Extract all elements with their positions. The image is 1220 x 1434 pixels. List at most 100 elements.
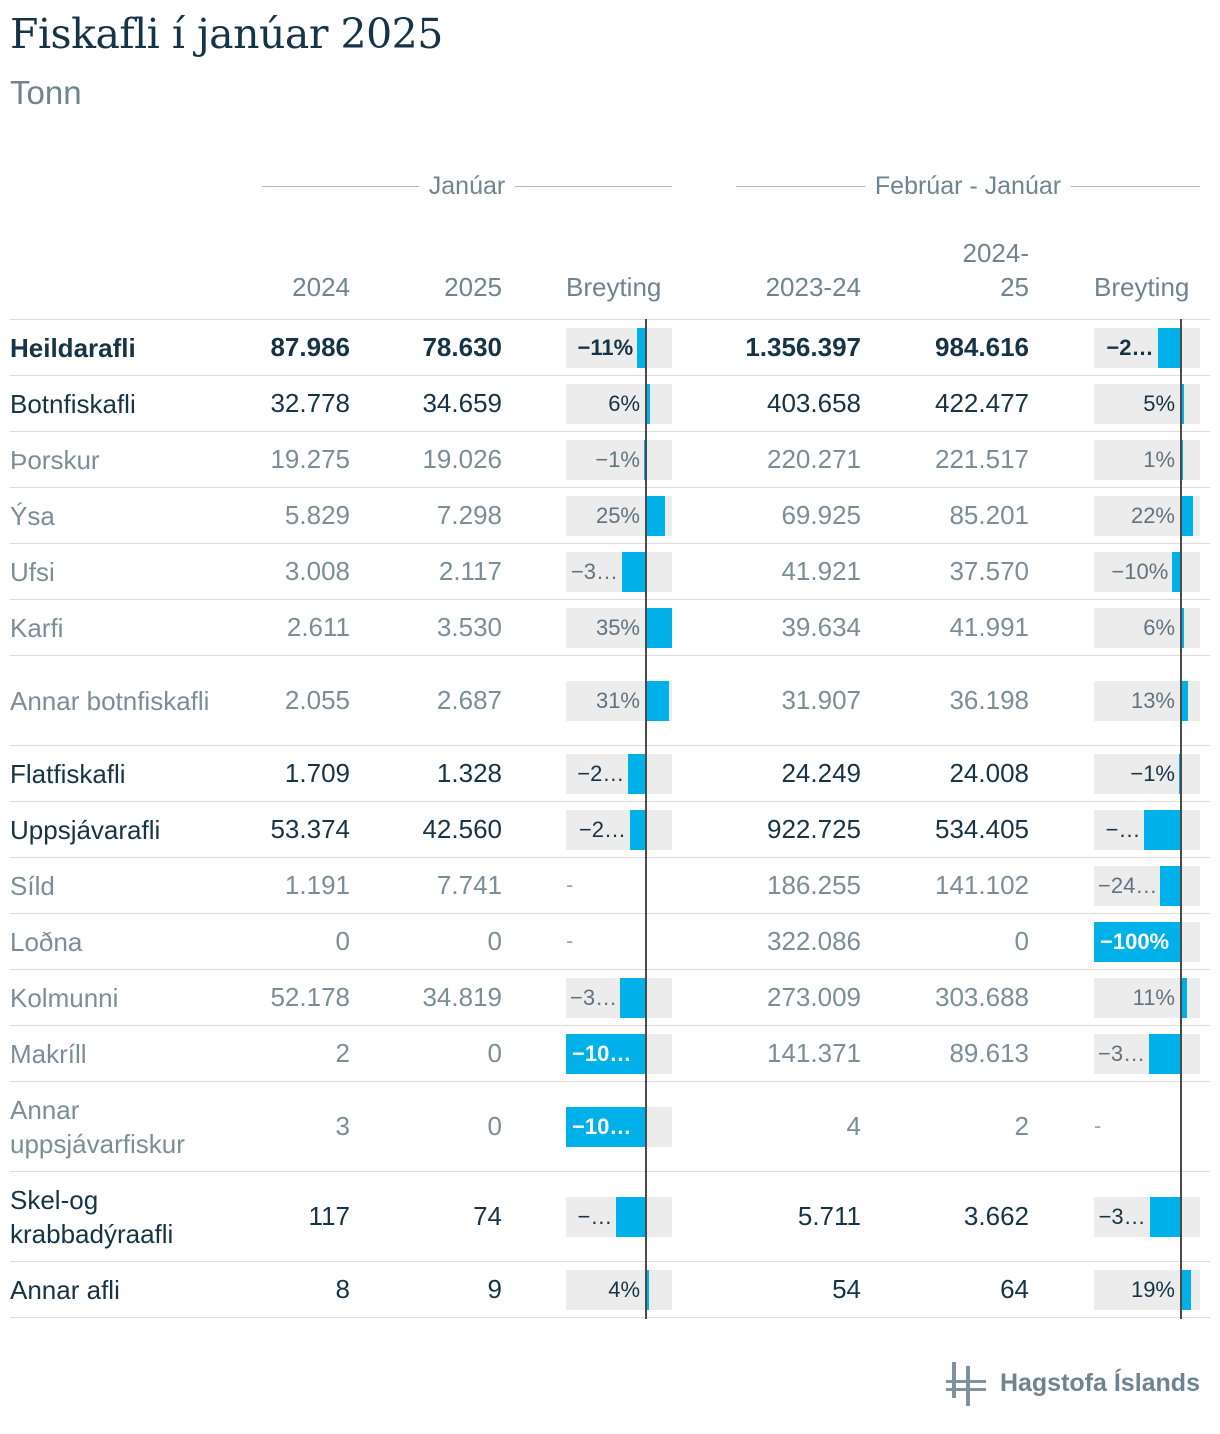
value-2023-24: 220.271	[767, 444, 861, 474]
table-row: Síld 1.191 7.741 186.255 141.102 - −24…	[10, 857, 1210, 913]
value-2024-25: 89.613	[949, 1038, 1029, 1068]
value-2023-24: 403.658	[767, 388, 861, 418]
change-label: −10…	[572, 1040, 632, 1066]
chart-title: Fiskafli í janúar 2025	[10, 10, 443, 58]
row-name: Annar afli	[10, 1274, 120, 1305]
change-label: 5%	[1143, 390, 1175, 416]
table-row: Karfi 2.611 3.530 39.634 41.991 35% 6%	[10, 599, 1210, 655]
row-name: Skel-og krabbadýraafli	[10, 1184, 174, 1249]
row-name: Þorskur	[10, 444, 100, 475]
value-jan-2025: 74	[473, 1201, 502, 1231]
change-bar-period: −3…	[1094, 1033, 1200, 1074]
value-2024-25: 303.688	[935, 982, 1029, 1012]
change-bar-fill	[566, 1106, 646, 1147]
change-label: 6%	[1143, 614, 1175, 640]
change-label: −11%	[577, 334, 634, 360]
change-bar-track	[566, 551, 672, 592]
value-jan-2024: 2.055	[284, 685, 350, 715]
group-header-january: Janúar	[262, 172, 672, 202]
change-label: −3…	[570, 984, 616, 1010]
change-bar-track	[566, 327, 672, 368]
change-bar-fill	[619, 977, 646, 1018]
group-header-period: Febrúar - Janúar	[736, 172, 1200, 202]
change-bar-fill	[1144, 809, 1181, 850]
change-bar-fill	[646, 680, 670, 721]
row-name: Annar botnfiskafli	[10, 685, 210, 716]
change-bar-period: 19%	[1094, 1269, 1200, 1310]
change-bar-fill	[1181, 1269, 1192, 1310]
row-name: Heildarafli	[10, 332, 136, 363]
column-header-2024: 2024	[292, 272, 350, 302]
value-jan-2025: 78.630	[422, 332, 502, 362]
data-table: Heildarafli 87.986 78.630 1.356.397 984.616 −…	[10, 319, 1210, 1318]
change-bar-fill	[1160, 865, 1181, 906]
value-2023-24: 922.725	[767, 814, 861, 844]
change-label: −10…	[572, 1113, 632, 1139]
table-row: Ýsa 5.829 7.298 69.925 85.201 25% 22%	[10, 487, 1210, 543]
value-2024-25: 0	[1014, 926, 1029, 956]
value-2024-25: 221.517	[935, 444, 1029, 474]
value-2023-24: 31.907	[781, 685, 861, 715]
value-jan-2025: 3.530	[436, 612, 502, 642]
change-label: −…	[577, 1203, 613, 1229]
logo: Hagstofa Íslands	[945, 1358, 1200, 1408]
change-label: −10%	[1111, 558, 1169, 584]
table-row: Annar uppsjávarfiskur 3 0 4 2 −10… -	[10, 1081, 1210, 1171]
value-jan-2025: 0	[487, 1038, 502, 1068]
change-bar-january: −…	[566, 1196, 672, 1237]
change-bar-fill	[646, 383, 651, 424]
row-name: Botnfiskafli	[10, 388, 136, 419]
change-bar-track	[566, 1269, 672, 1310]
change-axis-period	[1180, 319, 1182, 1319]
change-bar-period: 6%	[1094, 607, 1200, 648]
change-empty-january: -	[566, 927, 574, 953]
value-2023-24: 24.249	[781, 758, 861, 788]
change-bar-january: −11%	[566, 327, 672, 368]
value-2024-25: 41.991	[949, 612, 1029, 642]
hagstofa-logo-icon	[945, 1362, 986, 1406]
value-jan-2024: 8	[335, 1274, 350, 1304]
change-bar-january: −2…	[566, 753, 672, 794]
value-2023-24: 141.371	[767, 1038, 861, 1068]
column-header-2024-25: 2024- 25	[829, 236, 1030, 304]
change-bar-track	[566, 383, 672, 424]
change-bar-january: −3…	[566, 551, 672, 592]
value-jan-2024: 1.191	[284, 870, 350, 900]
value-2024-25: 36.198	[949, 685, 1029, 715]
value-jan-2024: 5.829	[284, 500, 350, 530]
change-bar-fill	[616, 1196, 646, 1237]
value-jan-2024: 1.709	[284, 758, 350, 788]
change-bar-january: −2…	[566, 809, 672, 850]
change-label: 13%	[1130, 687, 1175, 713]
change-bar-track	[566, 809, 672, 850]
change-bar-fill	[646, 1269, 649, 1310]
change-bar-track	[1094, 753, 1200, 794]
value-jan-2024: 32.778	[270, 388, 350, 418]
change-label: −2…	[1106, 334, 1154, 360]
change-bar-january: 35%	[566, 607, 672, 648]
change-bar-period: −100%	[1094, 921, 1200, 962]
value-jan-2025: 0	[487, 926, 502, 956]
change-bar-fill	[566, 1033, 646, 1074]
value-jan-2025: 2.687	[436, 685, 502, 715]
value-jan-2025: 34.819	[422, 982, 502, 1012]
row-name: Annar uppsjávarfiskur	[10, 1094, 185, 1159]
change-bar-period: 5%	[1094, 383, 1200, 424]
group-label-january: Janúar	[418, 172, 516, 200]
table-row: Botnfiskafli 32.778 34.659 403.658 422.477 6%…	[10, 375, 1210, 431]
value-2023-24: 1.356.397	[745, 332, 861, 362]
change-bar-track	[566, 753, 672, 794]
change-label: −1%	[595, 446, 640, 472]
value-2024-25: 85.201	[949, 500, 1029, 530]
value-2024-25: 534.405	[935, 814, 1029, 844]
value-2023-24: 4	[846, 1111, 861, 1141]
change-bar-period: −10%	[1094, 551, 1200, 592]
change-label: −24…	[1098, 872, 1157, 898]
table-row: Kolmunni 52.178 34.819 273.009 303.688 −3… 11%	[10, 969, 1210, 1025]
change-bar-fill	[1181, 439, 1183, 480]
change-bar-january: −10…	[566, 1106, 672, 1147]
change-bar-fill	[1181, 607, 1185, 648]
value-jan-2025: 0	[487, 1111, 502, 1141]
change-bar-track	[1094, 327, 1200, 368]
change-bar-fill	[628, 753, 646, 794]
